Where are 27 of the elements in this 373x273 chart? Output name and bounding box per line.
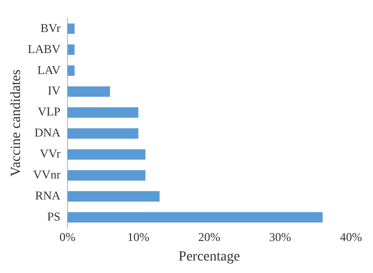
y-tick-label: IV [48,84,61,98]
bar [67,107,138,118]
bar [67,149,146,160]
y-tick-label: PS [47,209,60,224]
x-tick-label: 10% [127,230,150,244]
bar [67,212,323,223]
x-tick-label: 20% [198,230,220,244]
x-axis-title: Percentage [178,249,240,264]
y-tick-label: RNA [35,188,61,203]
y-tick-label: BVr [40,20,60,35]
y-tick-label: VVr [40,146,60,161]
bar [67,65,75,76]
bar [67,128,138,139]
bar [67,191,160,202]
y-tick-label: DNA [34,126,61,140]
x-tick-label: 0% [59,230,76,244]
y-axis-title: Vaccine candidates [9,70,24,176]
bar [67,170,146,181]
bar [67,44,75,55]
y-tick-label: VLP [38,104,61,119]
x-tick-label: 30% [269,230,292,244]
y-tick-label: VVnr [33,168,60,182]
bar [67,86,110,97]
y-tick-label: LAV [37,62,61,77]
y-tick-label: LABV [28,42,61,56]
x-tick-label: 40% [340,230,362,244]
bar [67,23,75,34]
